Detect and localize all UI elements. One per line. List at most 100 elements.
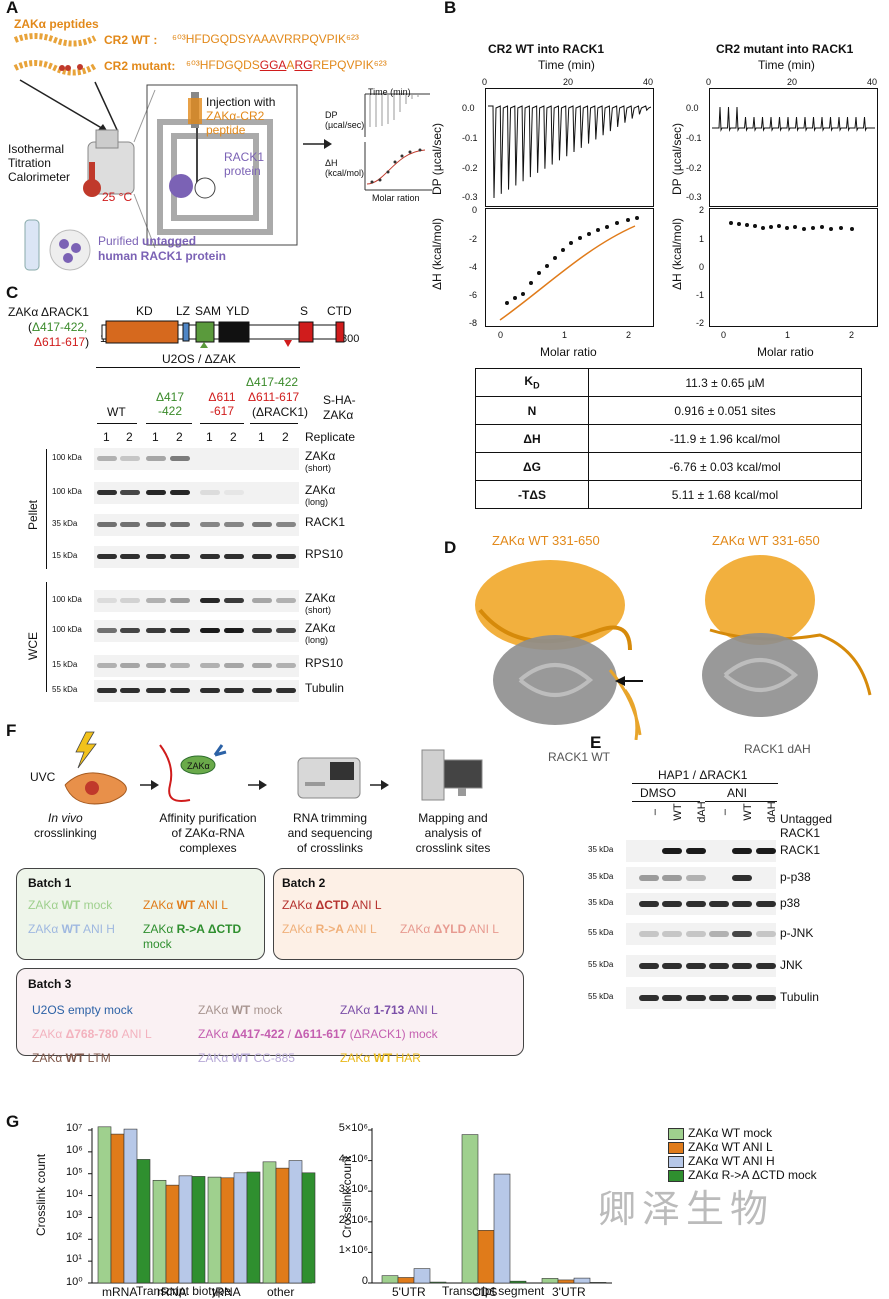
panel-label-c: C (6, 283, 19, 302)
x-tick-label: tRNA (212, 1285, 241, 1299)
mut-dh-axis-label: ΔH (kcal/mol) (670, 217, 684, 290)
blot-strip (94, 448, 299, 470)
bar (541, 1278, 559, 1284)
band (224, 598, 244, 603)
data-point (729, 221, 733, 225)
domain-kd: KD (136, 304, 153, 318)
band (120, 663, 140, 668)
data-point (737, 222, 741, 226)
kda-label: 35 kDa (588, 872, 614, 881)
batch1-box (16, 868, 265, 960)
table-row: N 0.916 ± 0.051 sites (475, 396, 862, 425)
divider (96, 367, 300, 368)
band (120, 456, 140, 461)
band (97, 598, 117, 603)
domain-diagram (101, 320, 345, 348)
band (146, 456, 166, 461)
x-tick-label: 3'UTR (552, 1285, 586, 1299)
group-drack1-line2: Δ611-617 (248, 390, 300, 404)
mut-molar-label: Molar ratio (757, 345, 814, 359)
rack1-wt-label: RACK1 WT (548, 750, 611, 764)
step4-text: Mapping and analysis of crosslink sites (415, 811, 491, 855)
y-tick-label: 10⁴ (66, 1187, 83, 1200)
x-tick-label: rRNA (157, 1285, 187, 1299)
panel-g-charts (88, 1126, 612, 1284)
data-point (802, 227, 806, 231)
mutant-label: CR2 mutant: (104, 59, 176, 73)
protein-structures (475, 555, 872, 740)
blot-label: p-JNK (780, 926, 814, 940)
legend-swatch (668, 1142, 684, 1154)
data-point (605, 225, 609, 229)
group-drack1-line3: (ΔRACK1) (252, 405, 309, 419)
pellet-bracket (46, 449, 47, 569)
injection-peptide: ZAKα-CR2 peptide (206, 109, 265, 137)
data-point (769, 225, 773, 229)
band (639, 995, 659, 1001)
group-line-3 (200, 423, 244, 424)
data-point (811, 226, 815, 230)
band (686, 848, 706, 854)
mutant-sequence: ⁶⁰³HFDGQDSGGAARGREPQVPIK⁶²³ (186, 58, 387, 72)
x-tick-label: 5'UTR (392, 1285, 426, 1299)
blot-label: RACK1 (780, 843, 821, 857)
band (200, 598, 220, 603)
cell-line-c: U2OS / ΔZAK (162, 352, 237, 366)
wt-sequence: ⁶⁰³HFDGQDSYAAAVRRPQVPIK⁶²³ (172, 32, 359, 46)
wt-itc-title: CR2 WT into RACK1 (488, 42, 604, 56)
band (276, 663, 296, 668)
kda-label: 35 kDa (52, 519, 78, 528)
band (276, 628, 296, 633)
band (146, 688, 166, 693)
batch2-title: Batch 2 (282, 876, 326, 890)
replicate-3: 1 (152, 430, 159, 444)
blot-sublabel: (short) (305, 463, 332, 473)
data-point (587, 232, 591, 236)
batch1-title: Batch 1 (28, 876, 72, 890)
replicate-2: 2 (126, 430, 133, 444)
band (732, 875, 752, 881)
domain-s: S (300, 304, 309, 318)
replicate-5: 1 (206, 430, 213, 444)
x-tick-label: other (267, 1285, 295, 1299)
mut-molar-tick-0: 0 (721, 330, 727, 340)
band (252, 688, 272, 693)
kda-label: 100 kDa (52, 453, 82, 462)
batch2-box (273, 868, 524, 960)
divider (632, 783, 778, 784)
untagged-rack1-label: RACK1 (780, 826, 821, 840)
replicate-label: Replicate (305, 430, 356, 444)
band (756, 995, 776, 1001)
data-point (745, 223, 749, 227)
band (97, 663, 117, 668)
legend-label: ZAKα WT ANI H (688, 1154, 775, 1168)
band (170, 554, 190, 559)
bar (413, 1268, 431, 1284)
divider (705, 801, 777, 802)
band (224, 688, 244, 693)
bar (207, 1176, 222, 1284)
wt-time-label: Time (min) (538, 58, 595, 72)
band (97, 628, 117, 633)
peptide-chains (13, 33, 97, 76)
band (662, 963, 682, 969)
blot-sublabel: (short) (305, 605, 332, 615)
blot-label: ZAKα (305, 449, 336, 463)
data-point (553, 256, 557, 260)
y-tick-label: 10⁶ (66, 1143, 83, 1156)
bar (493, 1173, 511, 1284)
untagged-label: Untagged (780, 812, 833, 826)
batch-item: ZAKα Δ768-780 ANI L (32, 1027, 152, 1041)
band (200, 522, 220, 527)
data-point (829, 227, 833, 231)
bar (97, 1126, 112, 1284)
band (276, 554, 296, 559)
construct-end: 800 (341, 333, 360, 345)
batch-item: ZAKα R->A ΔCTD (143, 922, 242, 936)
band (224, 522, 244, 527)
bar (461, 1134, 479, 1284)
rack1-structure-right (702, 633, 818, 717)
band (170, 688, 190, 693)
band (732, 901, 752, 907)
legend-swatch (668, 1156, 684, 1168)
